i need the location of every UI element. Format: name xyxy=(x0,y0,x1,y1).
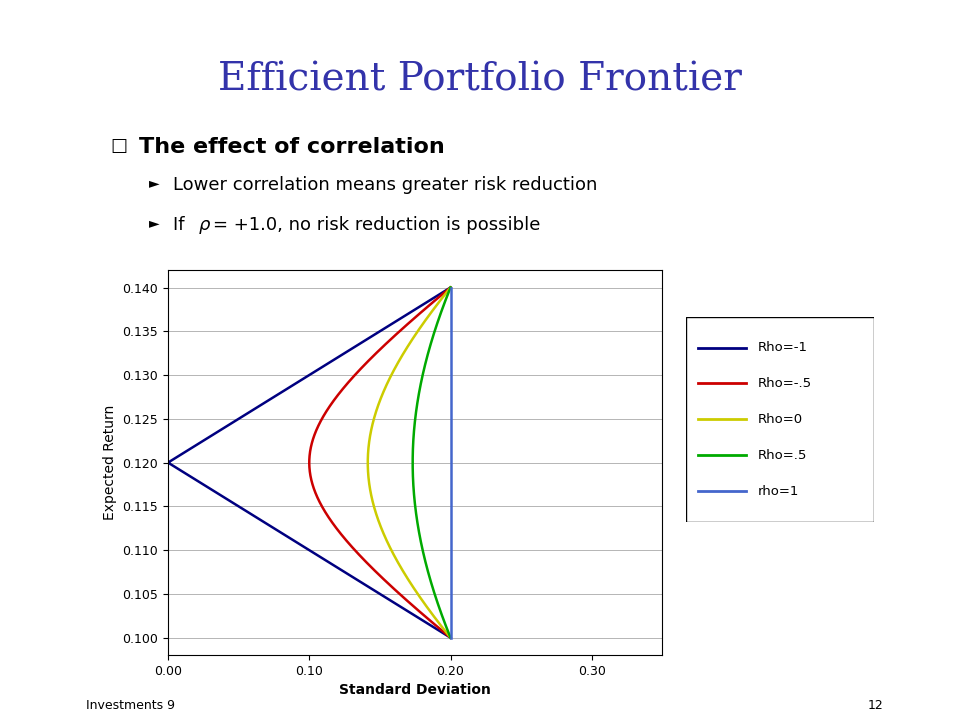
FancyBboxPatch shape xyxy=(686,317,874,522)
Rho=-1 xyxy=(268,393,279,402)
Rho=-.5 xyxy=(403,598,415,606)
Rho=0 xyxy=(366,492,377,500)
rho=1 xyxy=(444,492,456,500)
Text: Efficient Portfolio Frontier: Efficient Portfolio Frontier xyxy=(218,61,742,98)
Rho=-.5 xyxy=(330,393,342,402)
Rho=.5 xyxy=(408,492,420,500)
Rho=-1 xyxy=(387,598,398,606)
rho=1 xyxy=(444,354,456,363)
Rho=0 xyxy=(395,354,406,363)
Rho=0 xyxy=(418,598,429,606)
rho=1 xyxy=(444,393,456,402)
Text: = +1.0, no risk reduction is possible: = +1.0, no risk reduction is possible xyxy=(213,216,540,234)
rho=1 xyxy=(444,634,456,642)
Rho=-.5 xyxy=(359,360,371,369)
Rho=-1 xyxy=(216,492,228,500)
Text: ρ: ρ xyxy=(199,216,210,234)
Line: Rho=0: Rho=0 xyxy=(368,287,450,638)
Rho=-.5 xyxy=(306,479,318,487)
Rho=.5 xyxy=(444,283,456,292)
Text: Rho=-1: Rho=-1 xyxy=(757,341,807,354)
Text: ►: ► xyxy=(149,176,159,190)
Rho=.5 xyxy=(444,634,456,642)
Rho=-1 xyxy=(444,634,456,642)
Rho=-1 xyxy=(330,354,342,363)
Text: Rho=0: Rho=0 xyxy=(757,413,803,426)
Line: Rho=.5: Rho=.5 xyxy=(413,287,450,638)
Rho=0 xyxy=(444,283,456,292)
X-axis label: Standard Deviation: Standard Deviation xyxy=(339,683,492,698)
rho=1 xyxy=(444,479,456,487)
Rho=0 xyxy=(444,634,456,642)
Rho=0 xyxy=(375,393,387,402)
Rho=-.5 xyxy=(444,283,456,292)
Text: Rho=.5: Rho=.5 xyxy=(757,449,807,462)
rho=1 xyxy=(444,360,456,369)
Text: □: □ xyxy=(110,137,128,155)
Rho=-.5 xyxy=(365,354,376,363)
rho=1 xyxy=(444,283,456,292)
Rho=0 xyxy=(391,360,402,369)
Text: rho=1: rho=1 xyxy=(757,485,799,498)
Text: Lower correlation means greater risk reduction: Lower correlation means greater risk red… xyxy=(173,176,597,194)
Rho=.5 xyxy=(413,393,424,402)
Rho=-1 xyxy=(196,479,207,487)
Text: If: If xyxy=(173,216,190,234)
Y-axis label: Expected Return: Expected Return xyxy=(103,405,117,521)
Rho=.5 xyxy=(421,354,433,363)
Line: Rho=-1: Rho=-1 xyxy=(168,287,450,638)
Rho=-1 xyxy=(321,360,332,369)
Line: Rho=-.5: Rho=-.5 xyxy=(309,287,450,638)
Rho=.5 xyxy=(431,598,443,606)
Text: 12: 12 xyxy=(868,699,883,712)
Rho=0 xyxy=(364,479,375,487)
Rho=-1 xyxy=(444,283,456,292)
rho=1 xyxy=(444,598,456,606)
Rho=-.5 xyxy=(311,492,323,500)
Text: Rho=-.5: Rho=-.5 xyxy=(757,377,811,390)
Text: The effect of correlation: The effect of correlation xyxy=(139,137,444,157)
Text: Investments 9: Investments 9 xyxy=(86,699,176,712)
Text: ►: ► xyxy=(149,216,159,230)
Rho=.5 xyxy=(420,360,431,369)
Rho=.5 xyxy=(407,479,419,487)
Rho=-.5 xyxy=(444,634,456,642)
